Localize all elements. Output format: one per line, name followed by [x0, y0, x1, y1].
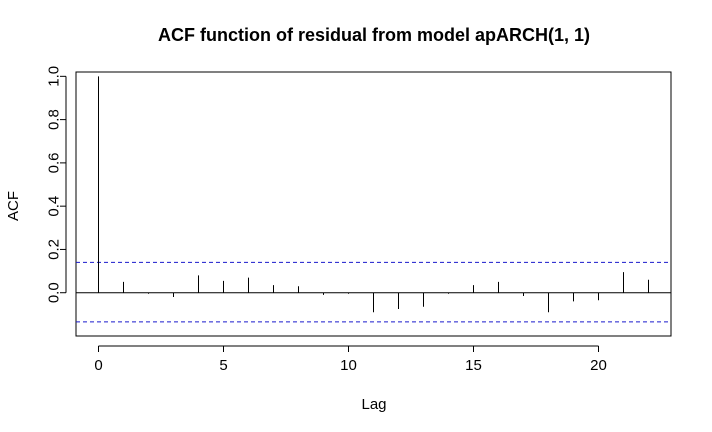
x-axis: 0 5 10 15 20 [94, 345, 607, 374]
y-tick-label: 0.0 [46, 282, 63, 303]
x-tick-label: 0 [94, 357, 102, 374]
plot-frame [75, 71, 672, 337]
y-axis-label: ACF [5, 191, 22, 221]
x-tick-label: 20 [590, 357, 607, 374]
x-axis-label: Lag [361, 396, 386, 413]
acf-spikes [98, 76, 649, 313]
y-tick-label: 1.0 [46, 66, 63, 87]
y-tick-label: 0.6 [46, 152, 63, 173]
y-axis: 0.0 0.2 0.4 0.6 0.8 1.0 [46, 66, 67, 303]
chart-title: ACF function of residual from model apAR… [158, 25, 590, 45]
y-tick-label: 0.2 [46, 239, 63, 260]
confidence-bounds [76, 261, 671, 323]
y-tick-label: 0.8 [46, 109, 63, 130]
x-tick-label: 15 [465, 357, 482, 374]
x-tick-label: 5 [219, 357, 227, 374]
x-tick-label: 10 [340, 357, 357, 374]
y-tick-label: 0.4 [46, 196, 63, 217]
